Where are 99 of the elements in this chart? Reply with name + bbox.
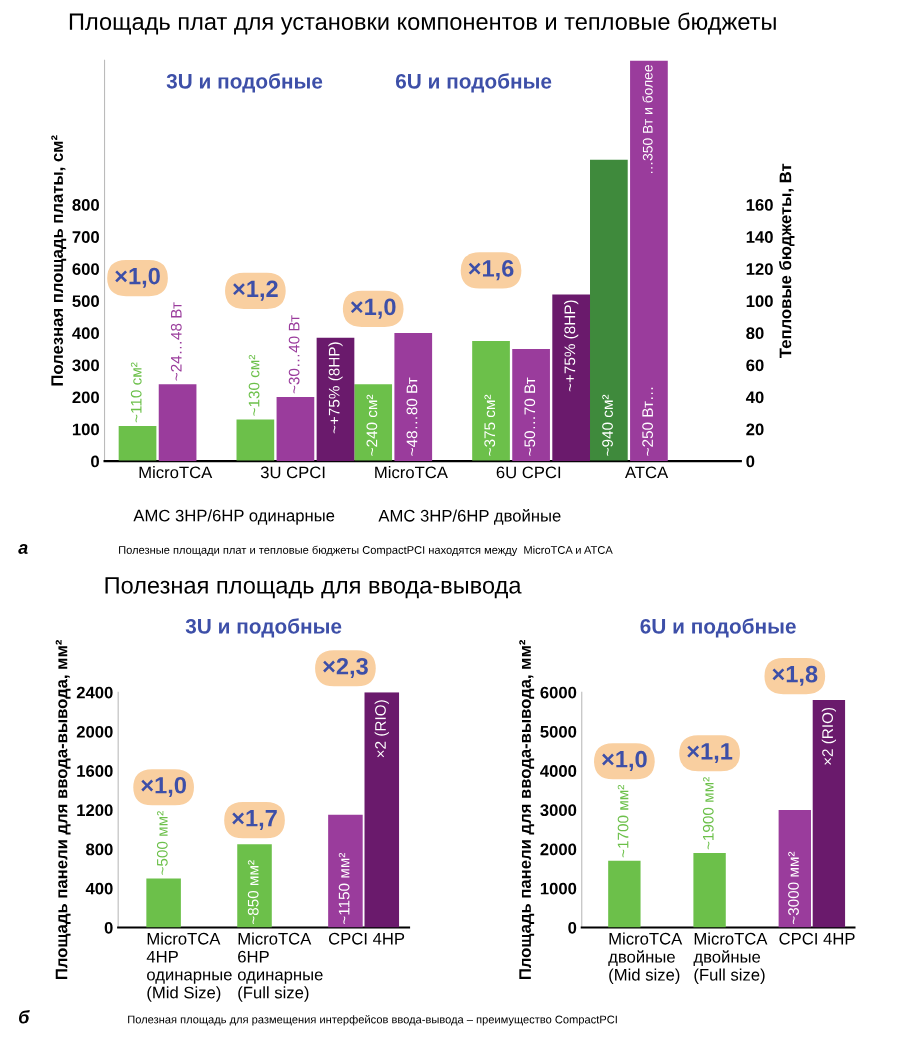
y2-tick-label: 0 xyxy=(746,455,755,468)
x-tick-label: MicroTCA 6HP одинарные (Full size) xyxy=(237,932,323,1002)
bar xyxy=(693,853,726,928)
y-tick-label: 2000 xyxy=(540,843,577,856)
text: ×2,3 xyxy=(323,657,368,679)
x-tick-label: MicroTCA xyxy=(375,466,448,479)
y2-tick-label: 140 xyxy=(746,231,773,243)
bar xyxy=(778,809,811,928)
annotation: ~+75% (8HP) xyxy=(564,300,579,392)
x-tick-label: MicroTCA 4HP одинарные (Mid Size) xyxy=(146,932,232,1002)
annotation: ×1,0 xyxy=(350,298,396,319)
bar xyxy=(812,700,846,928)
y-tick-label: 0 xyxy=(91,455,99,468)
data-label: ~30…40 Вт xyxy=(288,315,300,394)
data-label: ~1900 мм² xyxy=(702,777,714,850)
text: 3U и подобные xyxy=(185,618,342,638)
y-tick-label: 1000 xyxy=(540,882,577,895)
text: б xyxy=(19,1010,30,1024)
annotation: ×1,0 xyxy=(115,267,160,288)
y-tick-label: 500 xyxy=(72,295,99,308)
bar xyxy=(328,814,363,928)
y-tick-label: 3000 xyxy=(540,804,577,817)
text: Полезная площадь для размещения интерфейсов ввода-вывода – преимущество CompactPCI xyxy=(128,1015,617,1026)
y2-tick-label: 80 xyxy=(746,327,764,340)
y2-tick-label: 60 xyxy=(746,359,764,372)
data-label: ~850 мм² xyxy=(247,860,259,925)
data-label: ~500 мм² xyxy=(156,811,168,875)
annotation: …350 Вт и более xyxy=(642,65,653,173)
annotation: ×1,2 xyxy=(233,280,278,301)
text: а xyxy=(18,544,28,554)
y-tick-label: 800 xyxy=(72,199,99,211)
data-label: ~1700 мм² xyxy=(617,784,629,858)
text: 6U и подобные xyxy=(640,618,796,638)
y2-tick-label: 40 xyxy=(745,391,764,404)
x-tick-label: ATCA xyxy=(624,466,669,479)
y-tick-label: 200 xyxy=(72,391,99,404)
y-tick-label: 1600 xyxy=(77,765,113,777)
y-tick-label: 2400 xyxy=(76,686,113,699)
chart-title: Площадь плат для установки компонентов и тепловые бюджеты xyxy=(69,12,776,35)
annotation: ×2 (RIO) xyxy=(374,700,389,758)
x-tick-label: MicroTCA двойные (Full size) xyxy=(693,932,768,985)
y-tick-label: 400 xyxy=(85,882,113,895)
data-label: ~240 см² xyxy=(366,394,378,456)
bar xyxy=(237,844,272,928)
text: ×1,8 xyxy=(772,665,818,686)
y-tick-label: 100 xyxy=(72,423,99,436)
y-axis-title: Полезная площадь платы, см² xyxy=(51,135,67,386)
bar xyxy=(146,878,181,928)
data-label: ~130 см² xyxy=(248,354,260,416)
bar xyxy=(608,860,641,928)
x-tick-label: MicroTCA двойные (Mid size) xyxy=(608,932,683,985)
data-label: ~48…80 Вт xyxy=(406,377,418,456)
data-label: ~110 см² xyxy=(130,362,142,423)
data-label: ~24…48 Вт xyxy=(170,302,182,381)
data-label: ~940 см² xyxy=(602,394,613,456)
annotation: ~+75% (8HP) xyxy=(328,342,343,434)
annotation: ×1,0 xyxy=(141,776,186,798)
annotation: ×1,7 xyxy=(232,810,277,830)
annotation: 6U и подобные xyxy=(395,73,552,93)
x-tick-label: CPCI 4HP xyxy=(779,932,855,945)
text: Полезные площади плат и тепловые бюджеты CompactPCI находятся между MicroTCA и ATCA xyxy=(119,545,613,557)
y2-tick-label: 120 xyxy=(746,263,773,275)
y-tick-label: 800 xyxy=(86,843,113,856)
annotation: ×1,0 xyxy=(602,750,647,772)
data-label: ~250 Вт… xyxy=(642,387,654,456)
y2-tick-label: 100 xyxy=(746,295,773,308)
bar xyxy=(364,692,400,928)
text: AMC 3HP/6HP двойные xyxy=(378,509,561,525)
y2-tick-label: 160 xyxy=(746,199,773,211)
x-tick-label: MicroTCA xyxy=(139,466,213,479)
y2-tick-label: 20 xyxy=(746,423,764,436)
x-tick-label: 6U CPCI xyxy=(496,466,561,479)
y-tick-label: 1200 xyxy=(77,804,113,817)
annotation: ×1,1 xyxy=(687,743,733,764)
y-tick-label: 600 xyxy=(72,263,99,275)
data-label: ~3000 мм² xyxy=(788,851,799,925)
y-axis-title: Площадь панели для ввода-вывода, мм² xyxy=(55,639,71,980)
data-label: ~1150 мм² xyxy=(338,852,350,925)
data-label: ~375 см² xyxy=(484,394,496,456)
y-tick-label: 5000 xyxy=(540,725,577,738)
annotation: 3U и подобные xyxy=(166,73,323,93)
text: AMC 3HP/6HP одинарные xyxy=(133,509,335,525)
annotation: ×2 (RIO) xyxy=(821,707,837,765)
y-tick-label: 6000 xyxy=(540,686,577,699)
y-axis-title: Площадь панели для ввода-вывода, мм² xyxy=(519,639,535,980)
bar xyxy=(158,384,197,462)
y2-axis-title: Тепловые бюджеты, Вт xyxy=(778,163,795,358)
y-tick-label: 0 xyxy=(568,921,577,934)
x-tick-label: 3U CPCI xyxy=(260,466,325,479)
y-tick-label: 0 xyxy=(104,921,113,934)
y-tick-label: 4000 xyxy=(540,765,577,777)
chart-title: Полезная площадь для ввода-вывода xyxy=(105,577,522,599)
y-tick-label: 700 xyxy=(72,231,99,243)
x-tick-label: CPCI 4HP xyxy=(329,932,405,945)
y-tick-label: 2000 xyxy=(76,725,113,738)
y-tick-label: 300 xyxy=(72,359,99,372)
y-tick-label: 400 xyxy=(72,327,99,340)
annotation: ×1,6 xyxy=(468,260,514,281)
data-label: ~50…70 Вт xyxy=(524,377,536,456)
